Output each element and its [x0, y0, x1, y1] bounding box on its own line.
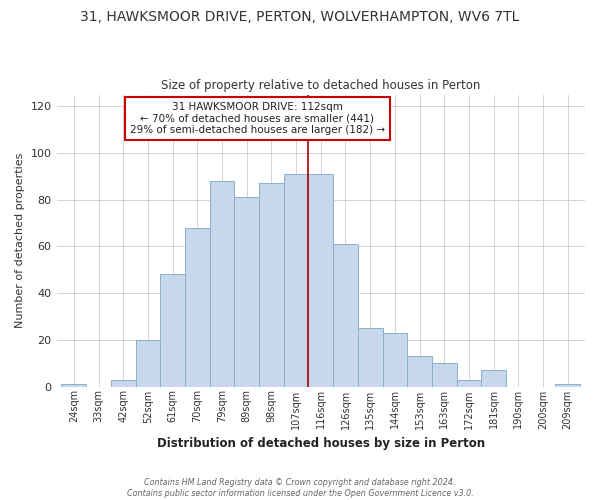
Bar	[407, 356, 432, 386]
Bar	[284, 174, 308, 386]
Bar	[358, 328, 383, 386]
X-axis label: Distribution of detached houses by size in Perton: Distribution of detached houses by size …	[157, 437, 485, 450]
Bar	[136, 340, 160, 386]
Text: 31, HAWKSMOOR DRIVE, PERTON, WOLVERHAMPTON, WV6 7TL: 31, HAWKSMOOR DRIVE, PERTON, WOLVERHAMPT…	[80, 10, 520, 24]
Bar	[457, 380, 481, 386]
Bar	[432, 363, 457, 386]
Y-axis label: Number of detached properties: Number of detached properties	[15, 153, 25, 328]
Bar	[61, 384, 86, 386]
Title: Size of property relative to detached houses in Perton: Size of property relative to detached ho…	[161, 79, 481, 92]
Bar	[209, 181, 235, 386]
Bar	[556, 384, 580, 386]
Bar	[333, 244, 358, 386]
Bar	[235, 198, 259, 386]
Bar	[160, 274, 185, 386]
Bar	[259, 184, 284, 386]
Bar	[481, 370, 506, 386]
Text: Contains HM Land Registry data © Crown copyright and database right 2024.
Contai: Contains HM Land Registry data © Crown c…	[127, 478, 473, 498]
Bar	[111, 380, 136, 386]
Text: 31 HAWKSMOOR DRIVE: 112sqm
← 70% of detached houses are smaller (441)
29% of sem: 31 HAWKSMOOR DRIVE: 112sqm ← 70% of deta…	[130, 102, 385, 135]
Bar	[383, 333, 407, 386]
Bar	[308, 174, 333, 386]
Bar	[185, 228, 209, 386]
